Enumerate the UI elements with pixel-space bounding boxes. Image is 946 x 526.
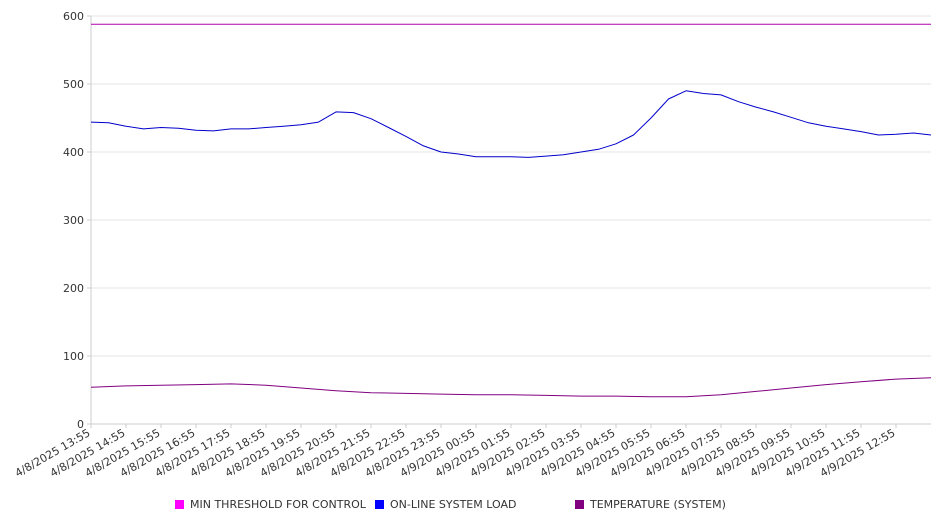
- chart: 0 100 200 300 400 500 600 4/8/2025 13:554/8/20…: [13, 10, 932, 480]
- x-axis-ticks: 4/8/2025 13:554/8/2025 14:554/8/2025 15:…: [13, 424, 898, 480]
- y-tick-label: 200: [63, 282, 84, 295]
- legend-label-temperature: TEMPERATURE (SYSTEM): [590, 498, 726, 511]
- series-line-system-load: [90, 90, 932, 158]
- y-tick-label: 500: [63, 78, 84, 91]
- legend-item-min-threshold[interactable]: MIN THRESHOLD FOR CONTROL: [175, 498, 366, 511]
- y-tick-label: 400: [63, 146, 84, 159]
- legend-label-min-threshold: MIN THRESHOLD FOR CONTROL: [190, 498, 366, 511]
- y-tick-label: 100: [63, 350, 84, 363]
- legend-item-temperature[interactable]: TEMPERATURE (SYSTEM): [575, 498, 726, 511]
- series-lines: [90, 23, 932, 398]
- legend-swatch-min-threshold: [175, 500, 184, 509]
- y-axis-ticks: 0 100 200 300 400 500 600: [63, 10, 91, 431]
- legend-item-system-load[interactable]: ON-LINE SYSTEM LOAD: [375, 498, 516, 511]
- gridlines: [91, 15, 931, 357]
- y-tick-label: 0: [77, 418, 84, 431]
- legend-swatch-temperature: [575, 500, 584, 509]
- series-line-temperature: [90, 377, 932, 398]
- y-tick-label: 600: [63, 10, 84, 23]
- legend-swatch-system-load: [375, 500, 384, 509]
- legend: MIN THRESHOLD FOR CONTROL ON-LINE SYSTEM…: [0, 498, 946, 516]
- y-tick-label: 300: [63, 214, 84, 227]
- legend-label-system-load: ON-LINE SYSTEM LOAD: [390, 498, 517, 511]
